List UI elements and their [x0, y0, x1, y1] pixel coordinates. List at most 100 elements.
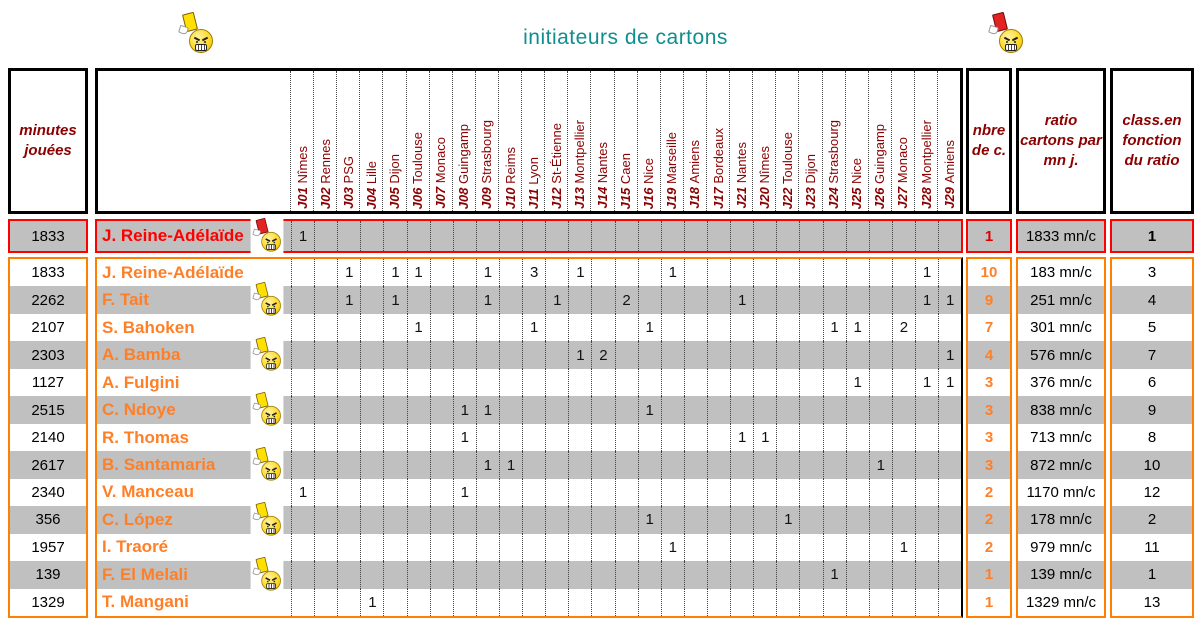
card-cell: [822, 506, 846, 534]
card-cell: [868, 423, 892, 452]
card-cell: [498, 478, 522, 507]
matchday-code: J04: [363, 187, 379, 209]
card-cell: [522, 451, 545, 479]
minutes-cell: 2262: [10, 286, 86, 314]
card-cell: [406, 286, 430, 314]
card-cell: [591, 451, 614, 479]
card-cell: 1: [475, 259, 499, 287]
player-name-cell: F. Tait: [97, 282, 289, 319]
opponent-name: Nîmes: [294, 146, 310, 188]
card-cell: [730, 341, 753, 369]
matchday-code: J20: [756, 187, 772, 209]
card-count-mark: 1: [945, 346, 955, 364]
card-cell: [938, 259, 961, 287]
card-cell: [337, 561, 360, 589]
card-cell: 1: [637, 313, 661, 342]
highlight-player-row: J. Reine-Adélaïde 1: [95, 217, 963, 255]
rank-cell: 7: [1112, 341, 1192, 369]
card-cell: [799, 561, 822, 589]
card-cell: [637, 561, 661, 589]
card-cell: 1: [753, 423, 776, 452]
card-cell: [683, 259, 707, 287]
card-cell: 1: [452, 396, 476, 424]
card-cell: [776, 423, 799, 452]
card-cell: [730, 221, 753, 251]
card-cell: [845, 588, 869, 617]
yellow-card-smiley-icon: [250, 556, 284, 593]
card-cell: [614, 259, 638, 287]
card-cell: [591, 313, 614, 342]
card-cell: [614, 221, 638, 251]
card-count-mark: 1: [761, 429, 770, 447]
card-cell: [383, 313, 406, 342]
card-cell: [545, 259, 568, 287]
matchday-code: J14: [594, 187, 610, 209]
card-cell: [799, 341, 822, 369]
card-count-mark: 1: [737, 429, 747, 447]
matchday-code: J26: [872, 187, 888, 209]
player-name: T. Mangani: [102, 592, 189, 612]
player-row: C. Ndoye 1 1 1: [97, 391, 961, 429]
card-cell: [753, 478, 776, 507]
card-cell: [360, 451, 383, 479]
card-cell: 1: [568, 341, 591, 369]
player-name-cell: V. Manceau: [97, 479, 289, 506]
card-cell: [706, 221, 730, 251]
card-cell: [753, 561, 776, 589]
card-cell: [314, 506, 337, 534]
card-count-mark: 1: [668, 264, 677, 282]
card-cell: [291, 561, 314, 589]
card-count-mark: 1: [345, 264, 354, 282]
card-cell: [776, 478, 799, 507]
matchday-column-header: J22 Toulouse: [775, 71, 798, 211]
card-cell: 1: [498, 451, 522, 479]
card-cell: [291, 368, 314, 397]
card-cell: [591, 259, 614, 287]
card-cell: [406, 396, 430, 424]
card-cell: [429, 368, 453, 397]
card-cell: [452, 286, 476, 314]
card-cell: 1: [452, 478, 476, 507]
opponent-name: Dijon: [802, 154, 818, 188]
matchday-column-header: J27 Monaco: [890, 71, 914, 211]
opponent-name: Lille: [363, 160, 379, 188]
card-cell: [706, 341, 730, 369]
card-cell: [868, 286, 892, 314]
yellow-card-smiley-icon: [250, 446, 284, 484]
card-count-mark: 1: [368, 593, 377, 611]
card-cell: [429, 313, 453, 342]
cards-grid: 1: [291, 221, 961, 251]
card-cell: [314, 313, 337, 342]
card-cell: [406, 506, 430, 534]
card-cell: [868, 313, 892, 342]
card-cell: [498, 396, 522, 424]
opponent-name: Reims: [502, 146, 518, 188]
card-cell: 1: [891, 533, 915, 562]
card-cell: [475, 368, 499, 397]
card-cell: [753, 221, 776, 251]
card-cell: [891, 561, 915, 589]
card-cell: [799, 221, 822, 251]
opponent-name: Montpellier: [918, 120, 934, 188]
card-cell: [522, 506, 545, 534]
card-count-mark: 1: [483, 264, 493, 282]
card-count-mark: 1: [645, 401, 654, 419]
card-cell: [799, 506, 822, 534]
card-count-cell: 2: [968, 506, 1010, 534]
ratio-cell: 838 mn/c: [1018, 396, 1104, 424]
ranking-header: class.en fonction du ratio: [1110, 68, 1194, 214]
player-name: C. López: [102, 509, 173, 529]
minutes-cell: 2515: [10, 396, 86, 424]
card-count-cell: 3: [968, 396, 1010, 424]
opponent-name: Guingamp: [872, 123, 888, 188]
card-cell: [799, 588, 822, 617]
card-cell: [868, 533, 892, 562]
card-count-mark: 2: [899, 319, 909, 337]
card-cell: [938, 423, 961, 452]
card-count-cell: 1: [968, 561, 1010, 589]
card-cell: [868, 561, 892, 589]
card-cell: [683, 506, 707, 534]
card-cell: [475, 533, 499, 562]
card-cell: [360, 506, 383, 534]
minutes-cell: 1127: [31, 374, 65, 392]
